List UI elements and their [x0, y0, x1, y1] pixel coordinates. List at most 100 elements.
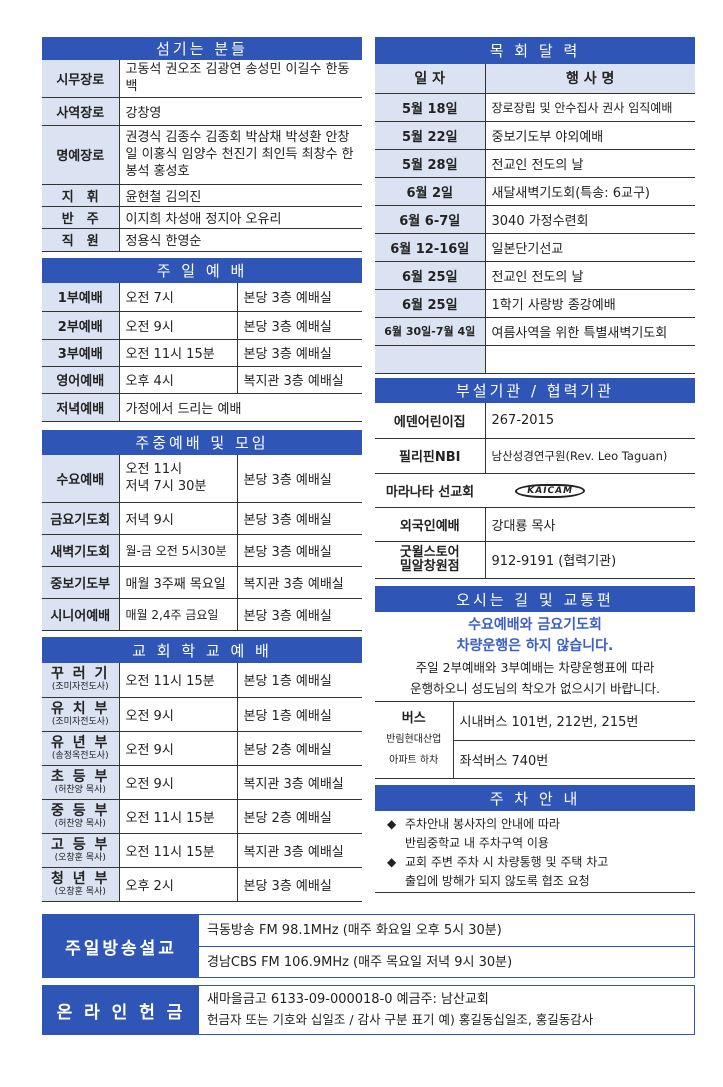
row-label: 직 원 [42, 228, 120, 252]
row-place: 본당 3층 예배실 [237, 311, 362, 340]
table-row: 마라나타 선교회 KAICAM [375, 473, 695, 508]
row-time: 오전 9시 [119, 311, 238, 340]
row-label: 고 등 부 (오창훈 목사) [42, 833, 120, 868]
bus-stop-2: 아파트 하차 [389, 754, 439, 766]
event-name [485, 345, 695, 374]
event-date: 6월 25일 [375, 261, 486, 290]
table-row: 사역장로 강창영 [42, 97, 362, 126]
event-name: 3040 가정수련회 [485, 205, 695, 234]
row-place: 본당 3층 예배실 [237, 455, 362, 503]
row-time: 저녁 9시 [119, 502, 238, 535]
broadcast-title: 주일방송설교 [43, 915, 199, 977]
row-time: 오전 11시 15분 [119, 799, 238, 834]
row-time: 오전 9시 [119, 731, 238, 766]
church-school-section: 교 회 학 교 예 배 꾸 러 기 (조미자전도사) 오전 11시 15분 본당 1층… [42, 637, 362, 902]
event-name: 새달새벽기도회(특송: 6교구) [485, 177, 695, 206]
event-name: 중보기도부 야외예배 [485, 121, 695, 150]
table-row: 외국인예배 강대룡 목사 [375, 507, 695, 542]
event-name: 전교인 전도의 날 [485, 149, 695, 178]
table-row: 명예장로 권경식 김종수 김종회 박삼채 박성환 안창일 이홍식 임양수 천진기 … [42, 125, 362, 185]
row-label: 청 년 부 (오창훈 목사) [42, 867, 120, 902]
row-value: 정용식 한영순 [119, 228, 362, 252]
table-row: 반 주 이지희 차성애 정지아 오유리 [42, 206, 362, 229]
row-label: 유 년 부 (송정옥전도사) [42, 731, 120, 766]
table-row: 영어예배 오후 4시 복지관 3층 예배실 [42, 366, 362, 394]
row-label: 1부예배 [42, 283, 120, 312]
row-label: 필리핀NBI [375, 438, 486, 474]
event-date: 6월 12-16일 [375, 233, 486, 262]
broadcast-line-1: 극동방송 FM 98.1MHz (매주 화요일 오후 5시 30분) [199, 915, 694, 947]
event-name: 여름사역을 위한 특별새벽기도회 [485, 317, 695, 346]
row-label: 사역장로 [42, 97, 120, 126]
table-row: 2부예배 오전 9시 본당 3층 예배실 [42, 311, 362, 340]
row-time: 매월 3주째 목요일 [119, 566, 238, 599]
row-label: 2부예배 [42, 311, 120, 340]
table-row: 저녁예배 가정에서 드리는 예배 [42, 393, 362, 422]
table-row: 6월 25일 전교인 전도의 날 [375, 261, 695, 290]
row-place: 본당 1층 예배실 [237, 697, 362, 732]
table-row: 3부예배 오전 11시 15분 본당 3층 예배실 [42, 339, 362, 367]
bus-label: 버스 [401, 710, 426, 726]
table-row: 고 등 부 (오창훈 목사) 오전 11시 15분 복지관 3층 예배실 [42, 833, 362, 868]
row-value: 267-2015 [485, 403, 695, 439]
row-time: 오전 11시 15분 [119, 339, 238, 367]
table-row: 에덴어린이집 267-2015 [375, 403, 695, 439]
table-row: 시니어예배 매월 2,4주 금요일 본당 3층 예배실 [42, 598, 362, 631]
row-label: 3부예배 [42, 339, 120, 367]
row-label: 영어예배 [42, 366, 120, 394]
event-date: 5월 18일 [375, 93, 486, 122]
table-row: 필리핀NBI 남산성경연구원(Rev. Leo Taguan) [375, 438, 695, 474]
servers-title: 섬기는 분들 [42, 37, 362, 60]
offering-box: 온 라 인 헌 금 새마을금고 6133-09-000018-0 예금주: 남산… [42, 985, 695, 1035]
row-label: 외국인예배 [375, 507, 486, 542]
diamond-bullet-icon: ◆ [387, 817, 397, 831]
row-place: 복지관 3층 예배실 [237, 566, 362, 599]
city-bus: 시내버스 101번, 212번, 215번 [453, 702, 695, 741]
row-place: 복지관 3층 예배실 [237, 765, 362, 800]
table-row: 1부예배 오전 7시 본당 3층 예배실 [42, 283, 362, 312]
affiliates-title: 부설기관 / 협력기관 [375, 378, 695, 403]
row-place: 본당 3층 예배실 [237, 598, 362, 631]
event-date: 5월 28일 [375, 149, 486, 178]
kaicam-logo: KAICAM [513, 484, 587, 498]
parking-item: ◆ 주차안내 봉사자의 안내에 따라 반림중학교 내 주차구역 이용 [387, 815, 695, 853]
row-value: 남산성경연구원(Rev. Leo Taguan) [485, 438, 695, 474]
offering-line-1: 새마을금고 6133-09-000018-0 예금주: 남산교회 [207, 992, 489, 1007]
table-row: 5월 18일 장로장립 및 안수집사 권사 임직예배 [375, 93, 695, 122]
event-name: 장로장립 및 안수집사 권사 임직예배 [485, 93, 695, 122]
weekday-title: 주중예배 및 모임 [42, 430, 362, 455]
row-time: 오전 11시 15분 [119, 663, 238, 698]
row-label: 명예장로 [42, 125, 120, 185]
event-date: 6월 25일 [375, 289, 486, 318]
row-label: 마라나타 선교회 [375, 473, 485, 508]
row-place: 본당 2층 예배실 [237, 799, 362, 834]
row-label: 시무장로 [42, 60, 120, 98]
table-row: 5월 22일 중보기도부 야외예배 [375, 121, 695, 150]
info-line-1: 주일 2부예배와 3부예배는 차량운행표에 따라 [415, 660, 655, 675]
row-time: 오전 9시 [119, 697, 238, 732]
event-name: 일본단기선교 [485, 233, 695, 262]
calendar-title: 목 회 달 력 [375, 37, 695, 64]
table-row: 6월 12-16일 일본단기선교 [375, 233, 695, 262]
row-place: 본당 3층 예배실 [237, 339, 362, 367]
row-label: 금요기도회 [42, 502, 120, 535]
col-date-header: 일 자 [375, 64, 486, 94]
row-label-2: 밀알창원점 [399, 558, 460, 574]
col-event-header: 행 사 명 [485, 64, 695, 94]
row-place: 본당 3층 예배실 [237, 283, 362, 312]
event-date: 5월 22일 [375, 121, 486, 150]
row-label: 저녁예배 [42, 393, 120, 422]
row-value: 강대룡 목사 [485, 507, 695, 542]
table-row: 초 등 부 (허찬양 목사) 오전 9시 복지관 3층 예배실 [42, 765, 362, 800]
directions-title: 오시는 길 및 교통편 [375, 586, 695, 612]
event-date: 6월 30일-7월 4일 [375, 317, 486, 346]
row-time: 가정에서 드리는 예배 [119, 393, 362, 422]
row-place: 본당 2층 예배실 [237, 731, 362, 766]
bus-stop-1: 반림현대산업 [386, 733, 442, 745]
row-label: 반 주 [42, 206, 120, 229]
row-label: 새벽기도회 [42, 534, 120, 567]
row-value: 912-9191 (협력기관) [485, 541, 695, 579]
